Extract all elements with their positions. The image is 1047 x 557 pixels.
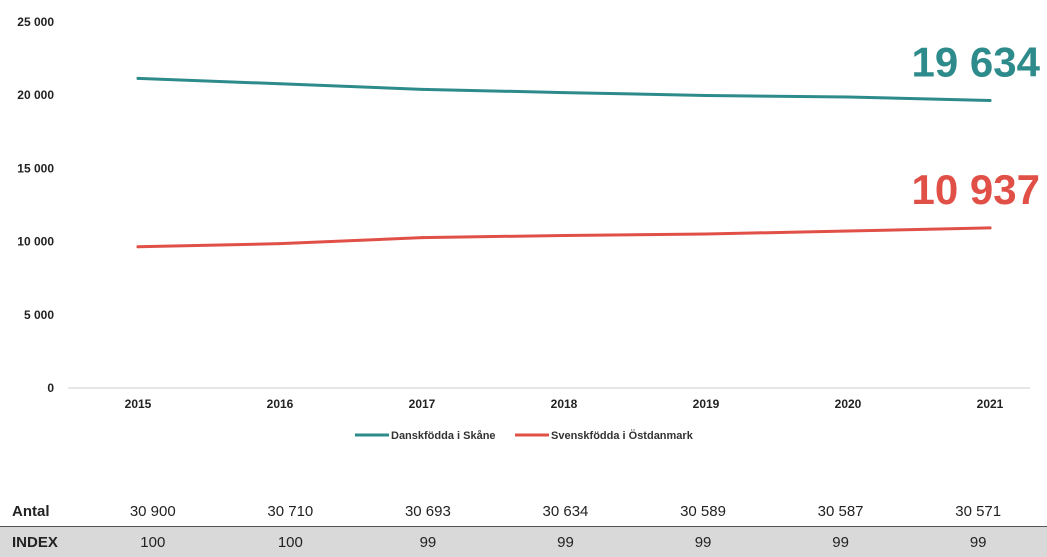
antal-cell: 30 587 [771, 496, 910, 527]
end-value-label: 10 937 [912, 166, 1040, 213]
data-point [562, 91, 566, 95]
x-tick-label: 2016 [267, 397, 294, 411]
y-tick-label: 25 000 [17, 15, 54, 29]
legend-label: Svenskfödda i Östdanmark [551, 429, 694, 442]
y-tick-label: 20 000 [17, 88, 54, 102]
index-cell: 99 [634, 526, 772, 557]
table-row-index: INDEX 100 100 99 99 99 99 99 [0, 526, 1047, 557]
antal-cell: 30 589 [634, 496, 772, 527]
y-tick-label: 15 000 [17, 161, 54, 175]
summary-table: Antal 30 900 30 710 30 693 30 634 30 589… [0, 496, 1047, 557]
x-tick-label: 2020 [835, 397, 862, 411]
data-point [136, 76, 140, 80]
antal-cell: 30 571 [909, 496, 1047, 527]
legend: Danskfödda i Skåne Svenskfödda i Östdanma… [355, 429, 694, 442]
index-cell: 100 [84, 526, 222, 557]
table-row-antal: Antal 30 900 30 710 30 693 30 634 30 589… [0, 496, 1047, 527]
data-point [562, 233, 566, 237]
y-tick-label: 5 000 [24, 308, 54, 322]
data-point [988, 226, 992, 230]
index-cell: 99 [771, 526, 910, 557]
data-point [420, 236, 424, 240]
end-labels: 19 634 10 937 [912, 39, 1041, 213]
data-point [846, 95, 850, 99]
antal-cell: 30 900 [84, 496, 222, 527]
y-tick-label: 10 000 [17, 235, 54, 249]
x-tick-label: 2018 [551, 397, 578, 411]
data-point [420, 87, 424, 91]
x-tick-label: 2019 [693, 397, 720, 411]
antal-cell: 30 634 [496, 496, 635, 527]
data-point [988, 99, 992, 103]
x-axis: 2015 2016 2017 2018 2019 2020 2021 [125, 397, 1004, 411]
y-tick-label: 0 [47, 381, 54, 395]
x-tick-label: 2015 [125, 397, 152, 411]
end-value-label: 19 634 [912, 39, 1041, 86]
row-label-index: INDEX [0, 526, 84, 557]
index-cell: 100 [221, 526, 360, 557]
series-layer [136, 76, 992, 249]
index-cell: 99 [359, 526, 497, 557]
antal-cell: 30 693 [359, 496, 497, 527]
legend-label: Danskfödda i Skåne [391, 430, 496, 442]
y-axis: 0 5 000 10 000 15 000 20 000 25 000 [17, 15, 54, 395]
series-line-1 [136, 76, 992, 103]
data-point [278, 242, 282, 246]
data-point [704, 93, 708, 97]
data-point [278, 82, 282, 86]
index-cell: 99 [909, 526, 1047, 557]
series-line-2 [136, 226, 992, 249]
data-point [704, 232, 708, 236]
row-label-antal: Antal [0, 496, 84, 527]
antal-cell: 30 710 [221, 496, 360, 527]
data-point [846, 229, 850, 233]
x-tick-label: 2021 [977, 397, 1004, 411]
data-point [136, 245, 140, 249]
index-cell: 99 [496, 526, 635, 557]
x-tick-label: 2017 [409, 397, 436, 411]
